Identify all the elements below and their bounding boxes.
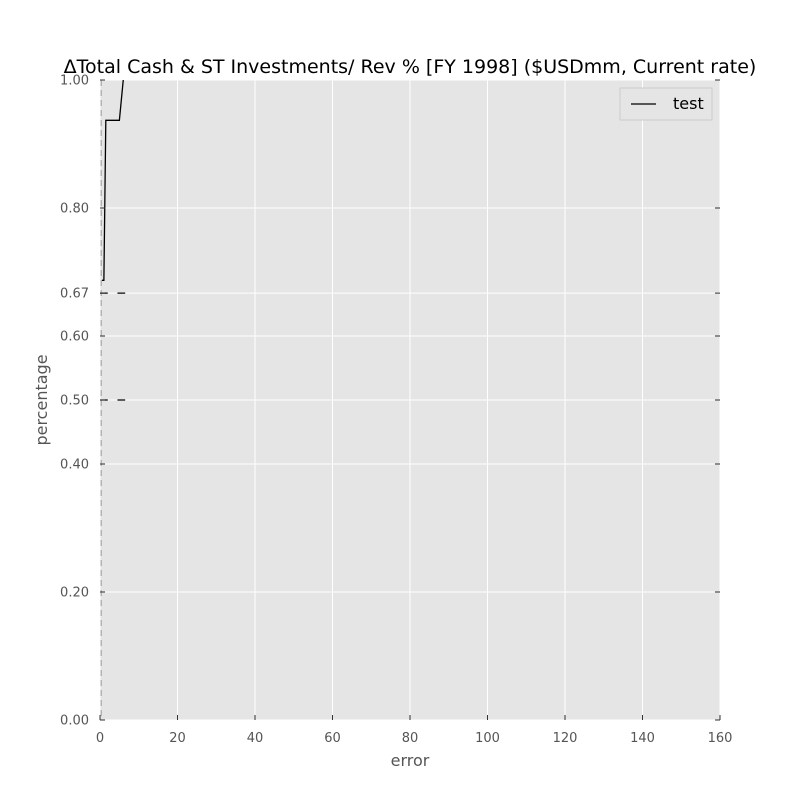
x-tick-label: 60: [324, 731, 341, 746]
x-tick-label: 20: [169, 731, 186, 746]
ticks: 0 20 40 60 80 100 120 140 160 0.00 0.20 0.40 0.50 0.6…: [60, 74, 732, 747]
chart-title: ΔTotal Cash & ST Investments/ Rev % [FY …: [64, 56, 757, 78]
x-tick-label: 120: [553, 731, 578, 746]
y-axis-label: percentage: [32, 354, 51, 445]
y-tick-label: 1.00: [60, 74, 89, 89]
y-tick-label: 0.60: [60, 330, 89, 345]
series-layer: [101, 79, 124, 281]
y-tick-label: 0.00: [60, 714, 89, 729]
y-tick-label: 0.20: [60, 586, 89, 601]
x-tick-label: 160: [708, 731, 733, 746]
x-tick-label: 0: [96, 731, 104, 746]
x-tick-label: 80: [402, 731, 419, 746]
y-tick-label: 0.50: [60, 394, 89, 409]
series-line-test: [101, 79, 124, 281]
x-tick-label: 40: [247, 731, 264, 746]
legend-label-test: test: [673, 94, 704, 113]
y-tick-label: 0.67: [60, 287, 89, 302]
x-tick-label: 140: [630, 731, 655, 746]
legend: test: [619, 87, 713, 121]
y-tick-label: 0.40: [60, 458, 89, 473]
y-tick-label: 0.80: [60, 202, 89, 217]
x-tick-label: 100: [475, 731, 500, 746]
x-axis-label: error: [391, 751, 430, 770]
